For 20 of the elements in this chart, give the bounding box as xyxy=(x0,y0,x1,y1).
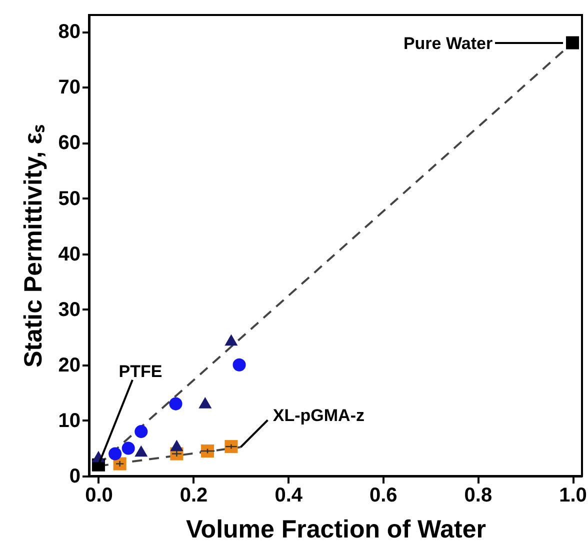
annotation: PTFE xyxy=(118,362,162,381)
x-tick-label: 1.0 xyxy=(559,484,587,506)
x-tick-label: 0.8 xyxy=(464,484,492,506)
annotation: Pure Water xyxy=(403,34,493,53)
x-tick-label: 0.6 xyxy=(370,484,398,506)
y-tick-label: 70 xyxy=(58,76,80,99)
x-tick-label: 0.0 xyxy=(85,484,113,506)
y-tick-label: 40 xyxy=(58,243,80,266)
annotation: XL-pGMA-z xyxy=(272,406,364,426)
x-tick-label: 0.2 xyxy=(180,484,208,506)
y-tick-label: 80 xyxy=(58,21,80,44)
y-tick-label: 30 xyxy=(58,298,80,321)
y-tick-label: 60 xyxy=(58,132,80,154)
x-axis-title: Volume Fraction of Water xyxy=(186,516,486,541)
y-axis-title: Static Permittivity, εₛ xyxy=(19,124,48,368)
y-tick-label: 20 xyxy=(58,354,80,376)
y-tick-label: 0 xyxy=(69,466,80,488)
y-tick-label: 50 xyxy=(58,188,80,210)
y-tick-label: 10 xyxy=(58,410,80,432)
x-tick-label: 0.4 xyxy=(274,484,304,506)
